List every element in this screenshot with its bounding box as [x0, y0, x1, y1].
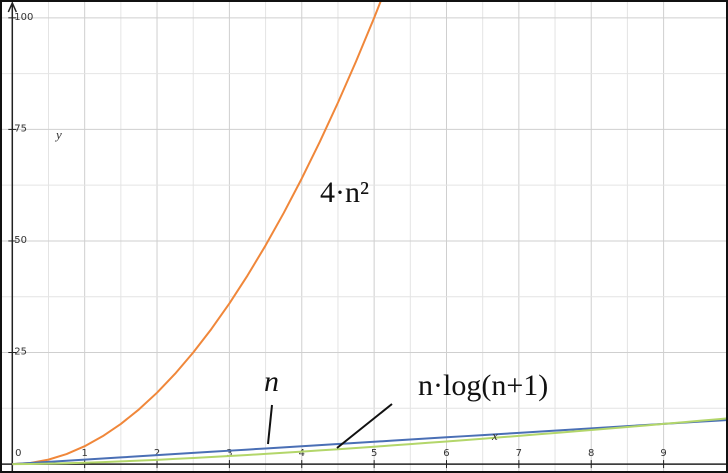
x-tick-label: 0	[15, 448, 21, 459]
plot	[12, 2, 726, 466]
y-tick-label: 50	[14, 235, 27, 246]
annotation: 4·n²	[320, 176, 369, 209]
x-axis-label: x	[491, 428, 498, 443]
pointer	[267, 404, 273, 445]
x-tick-label: 7	[516, 448, 522, 459]
x-tick-label: 3	[226, 448, 232, 459]
x-tick-label: 8	[588, 448, 594, 459]
x-tick-label: 6	[443, 448, 449, 459]
x-tick-label: 1	[81, 448, 87, 459]
axis-arrow	[7, 1, 17, 13]
y-tick-label: 25	[14, 347, 27, 358]
y-tick-label: 100	[14, 12, 33, 23]
y-tick-label: 75	[14, 123, 27, 134]
x-tick-label: 9	[660, 448, 666, 459]
annotation: n	[264, 365, 279, 398]
series-line	[12, 417, 726, 466]
x-tick-label: 5	[371, 448, 377, 459]
x-tick-label: 2	[154, 448, 160, 459]
x-tick-label: 4	[299, 448, 305, 459]
y-axis-label: y	[54, 127, 62, 142]
series-line	[12, 2, 382, 466]
annotation: n·log(n+1)	[418, 369, 548, 402]
series-line	[12, 419, 726, 466]
pointer	[336, 403, 393, 449]
